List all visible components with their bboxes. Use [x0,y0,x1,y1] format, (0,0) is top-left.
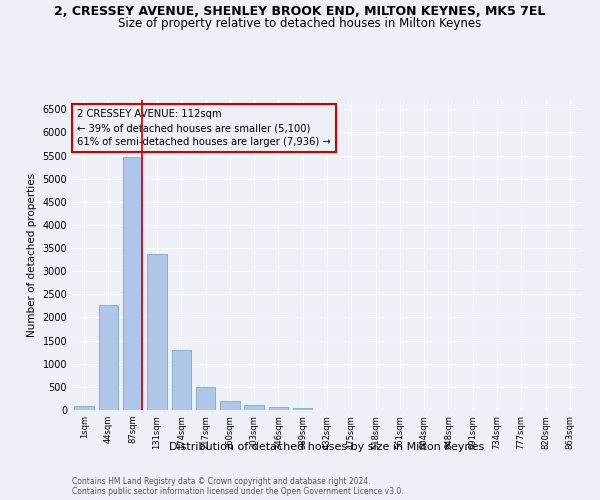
Text: Distribution of detached houses by size in Milton Keynes: Distribution of detached houses by size … [169,442,485,452]
Bar [293,408,313,410]
Bar [196,388,215,410]
Bar [147,254,167,410]
Text: Contains public sector information licensed under the Open Government Licence v3: Contains public sector information licen… [72,488,404,496]
Bar [220,400,239,410]
Text: Contains HM Land Registry data © Crown copyright and database right 2024.: Contains HM Land Registry data © Crown c… [72,478,371,486]
Bar [269,407,288,410]
Y-axis label: Number of detached properties: Number of detached properties [27,173,37,337]
Bar [244,405,264,410]
Bar [74,406,94,410]
Bar [99,304,118,410]
Text: 2 CRESSEY AVENUE: 112sqm
← 39% of detached houses are smaller (5,100)
61% of sem: 2 CRESSEY AVENUE: 112sqm ← 39% of detach… [77,110,331,148]
Text: 2, CRESSEY AVENUE, SHENLEY BROOK END, MILTON KEYNES, MK5 7EL: 2, CRESSEY AVENUE, SHENLEY BROOK END, MI… [55,5,545,18]
Bar [123,158,142,410]
Text: Size of property relative to detached houses in Milton Keynes: Size of property relative to detached ho… [118,18,482,30]
Bar [172,350,191,410]
